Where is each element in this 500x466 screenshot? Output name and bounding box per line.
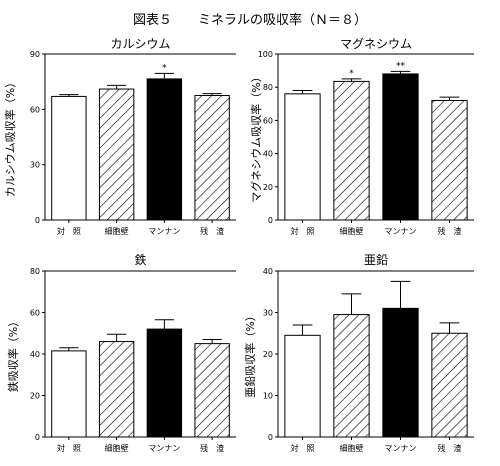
category-label: 細胞壁 bbox=[340, 226, 364, 236]
bar bbox=[51, 95, 87, 221]
y-tick-label: 100 bbox=[258, 50, 273, 59]
bar bbox=[382, 73, 419, 221]
bar bbox=[431, 332, 468, 438]
category-label: 残 渣 bbox=[438, 443, 462, 453]
y-tick-label: 80 bbox=[263, 83, 273, 92]
y-tick-label: 60 bbox=[263, 116, 273, 125]
y-tick-label: 20 bbox=[263, 350, 273, 359]
bar bbox=[333, 80, 370, 221]
chart-panel-1: カルシウム 0 30 60 90 カルシウム吸収率（%） 対 照 細胞壁 * マンナン 残 渣 bbox=[3, 37, 236, 236]
category-label: 細胞壁 bbox=[105, 443, 129, 453]
y-tick-label: 30 bbox=[263, 309, 273, 318]
bar bbox=[194, 343, 230, 438]
category-label: 残 渣 bbox=[200, 226, 224, 236]
bar bbox=[194, 95, 230, 221]
y-tick-label: 0 bbox=[268, 433, 273, 442]
y-axis-label: 亜鉛吸収率（%） bbox=[243, 310, 257, 397]
panel-title: 亜鉛 bbox=[364, 253, 388, 267]
y-tick-label: 0 bbox=[35, 433, 40, 442]
category-label: 対 照 bbox=[57, 226, 81, 236]
chart-panel-2: マグネシウム 0 20 40 60 80 100 マグネシウム吸収率（%） 対 照 * 細胞壁 ** マ… bbox=[249, 37, 474, 236]
significance-marker: * bbox=[349, 69, 354, 79]
category-label: マンナン bbox=[148, 444, 180, 453]
bar bbox=[284, 334, 321, 438]
category-label: 対 照 bbox=[291, 443, 315, 453]
y-tick-label: 40 bbox=[30, 350, 40, 359]
bar bbox=[98, 341, 135, 438]
bar bbox=[51, 350, 87, 438]
category-label: 細胞壁 bbox=[340, 443, 364, 453]
y-tick-label: 60 bbox=[30, 105, 40, 114]
y-tick-label: 60 bbox=[30, 309, 40, 318]
panel-title: マグネシウム bbox=[340, 37, 412, 51]
bar bbox=[284, 93, 321, 221]
y-tick-label: 80 bbox=[30, 267, 40, 276]
significance-marker: * bbox=[162, 63, 167, 73]
category-label: 対 照 bbox=[57, 443, 81, 453]
y-tick-label: 0 bbox=[35, 216, 40, 225]
category-label: 残 渣 bbox=[438, 226, 462, 236]
bar bbox=[98, 88, 135, 221]
bar bbox=[382, 307, 419, 438]
category-label: 細胞壁 bbox=[105, 226, 129, 236]
bar bbox=[146, 78, 183, 221]
significance-marker: ** bbox=[396, 61, 406, 71]
chart-panel-4: 亜鉛 0 10 20 30 40 亜鉛吸収率（%） 対 照 細胞壁 マンナン 残 渣 bbox=[243, 253, 474, 453]
y-tick-label: 20 bbox=[30, 392, 40, 401]
y-axis-label: カルシウム吸収率（%） bbox=[3, 77, 17, 197]
figure-title: 図表５ ミネラルの吸収率（Ｎ＝８） bbox=[133, 12, 367, 28]
y-tick-label: 90 bbox=[30, 50, 40, 59]
chart-panel-3: 鉄 0 20 40 60 80 鉄吸収率（%） 対 照 細胞壁 マンナン 残 渣 bbox=[6, 252, 236, 453]
bar bbox=[333, 314, 370, 438]
bar bbox=[431, 99, 468, 221]
panel-title: カルシウム bbox=[110, 37, 170, 51]
y-tick-label: 40 bbox=[263, 267, 273, 276]
bar bbox=[146, 328, 183, 438]
category-label: マンナン bbox=[385, 444, 417, 453]
category-label: 対 照 bbox=[291, 226, 315, 236]
category-label: マンナン bbox=[385, 227, 417, 236]
category-label: 残 渣 bbox=[200, 443, 224, 453]
y-tick-label: 20 bbox=[263, 183, 273, 192]
y-axis-label: 鉄吸収率（%） bbox=[6, 316, 20, 392]
y-tick-label: 30 bbox=[30, 161, 40, 170]
y-tick-label: 40 bbox=[263, 150, 273, 159]
y-tick-label: 0 bbox=[268, 216, 273, 225]
category-label: マンナン bbox=[148, 227, 180, 236]
panel-title: 鉄 bbox=[134, 252, 146, 267]
y-tick-label: 10 bbox=[263, 392, 273, 401]
y-axis-label: マグネシウム吸収率（%） bbox=[249, 71, 263, 202]
